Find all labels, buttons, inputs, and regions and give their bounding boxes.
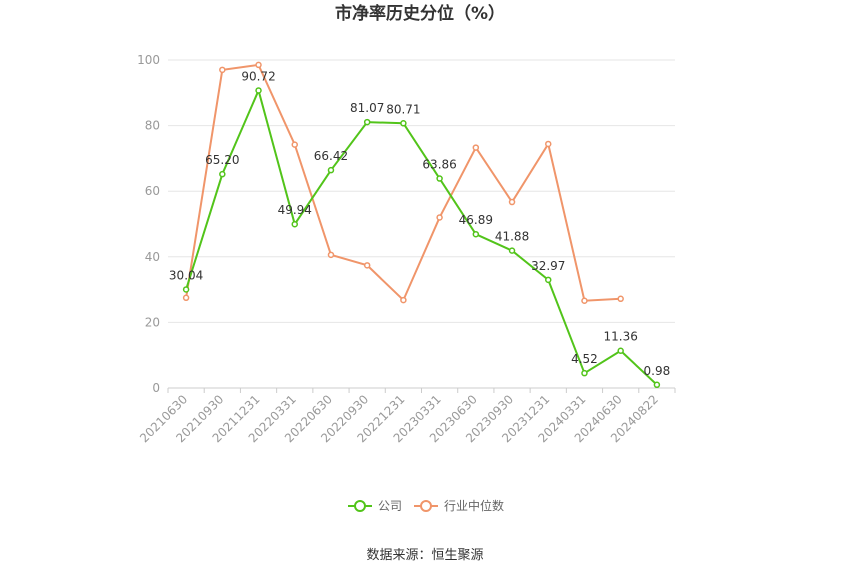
grid <box>168 59 675 323</box>
chart-title: 市净率历史分位（%） <box>335 3 505 24</box>
y-tick-label: 20 <box>145 315 160 329</box>
data-label: 30.04 <box>169 268 203 282</box>
data-label: 11.36 <box>603 330 637 344</box>
data-point[interactable] <box>255 87 262 94</box>
legend-swatch-marker <box>420 500 432 512</box>
data-point[interactable] <box>291 220 298 228</box>
data-point[interactable] <box>508 247 516 254</box>
data-label: 63.86 <box>422 158 456 172</box>
data-point[interactable] <box>327 166 335 174</box>
data-point[interactable] <box>291 141 298 148</box>
data-point[interactable] <box>653 381 661 389</box>
data-label: 90.72 <box>241 69 275 83</box>
data-point[interactable] <box>219 66 226 74</box>
data-point[interactable] <box>617 295 624 303</box>
series-layer <box>182 61 661 389</box>
data-point[interactable] <box>363 262 371 269</box>
data-point[interactable] <box>545 140 552 148</box>
data-point[interactable] <box>400 120 407 127</box>
data-point[interactable] <box>508 198 516 206</box>
data-point[interactable] <box>472 230 480 238</box>
data-point[interactable] <box>255 61 262 69</box>
y-tick-label: 100 <box>137 53 160 67</box>
data-point[interactable] <box>219 170 226 178</box>
data-label: 4.52 <box>571 352 598 366</box>
data-point[interactable] <box>581 297 588 305</box>
data-point[interactable] <box>400 296 407 304</box>
y-tick-label: 40 <box>145 250 160 264</box>
data-label: 65.20 <box>205 153 239 167</box>
data-point[interactable] <box>617 347 624 354</box>
data-label: 0.98 <box>644 364 671 378</box>
x-axis: 2021063020210930202112312022033120220630… <box>137 387 676 445</box>
data-point[interactable] <box>436 214 443 221</box>
data-point[interactable] <box>436 175 443 182</box>
legend[interactable]: 公司 行业中位数 <box>348 498 504 513</box>
y-tick-label: 60 <box>145 184 160 198</box>
y-axis: 0 20 40 60 80 100 <box>137 53 160 395</box>
legend-label[interactable]: 公司 <box>378 499 402 513</box>
legend-label[interactable]: 行业中位数 <box>444 498 504 513</box>
source-note: 数据来源：恒生聚源 <box>366 548 483 563</box>
data-label: 46.89 <box>459 213 493 227</box>
data-label: 41.88 <box>495 230 529 244</box>
data-point[interactable] <box>327 251 335 259</box>
data-label: 66.42 <box>314 149 348 163</box>
data-label: 32.97 <box>531 259 565 273</box>
data-point[interactable] <box>472 144 480 151</box>
series-line-0 <box>185 87 658 386</box>
y-tick-label: 0 <box>152 381 160 395</box>
data-point[interactable] <box>545 276 552 284</box>
legend-swatch-marker <box>354 500 366 512</box>
data-label: 49.94 <box>278 203 312 217</box>
data-point[interactable] <box>363 118 371 126</box>
data-labels: 30.04 65.20 90.72 49.94 66.42 81.07 80.71 63.86… <box>169 69 670 377</box>
data-point[interactable] <box>182 286 190 293</box>
data-label: 80.71 <box>386 102 420 116</box>
data-point[interactable] <box>182 294 190 302</box>
data-label: 81.07 <box>350 101 384 115</box>
data-point[interactable] <box>581 369 588 377</box>
y-tick-label: 80 <box>145 119 160 133</box>
